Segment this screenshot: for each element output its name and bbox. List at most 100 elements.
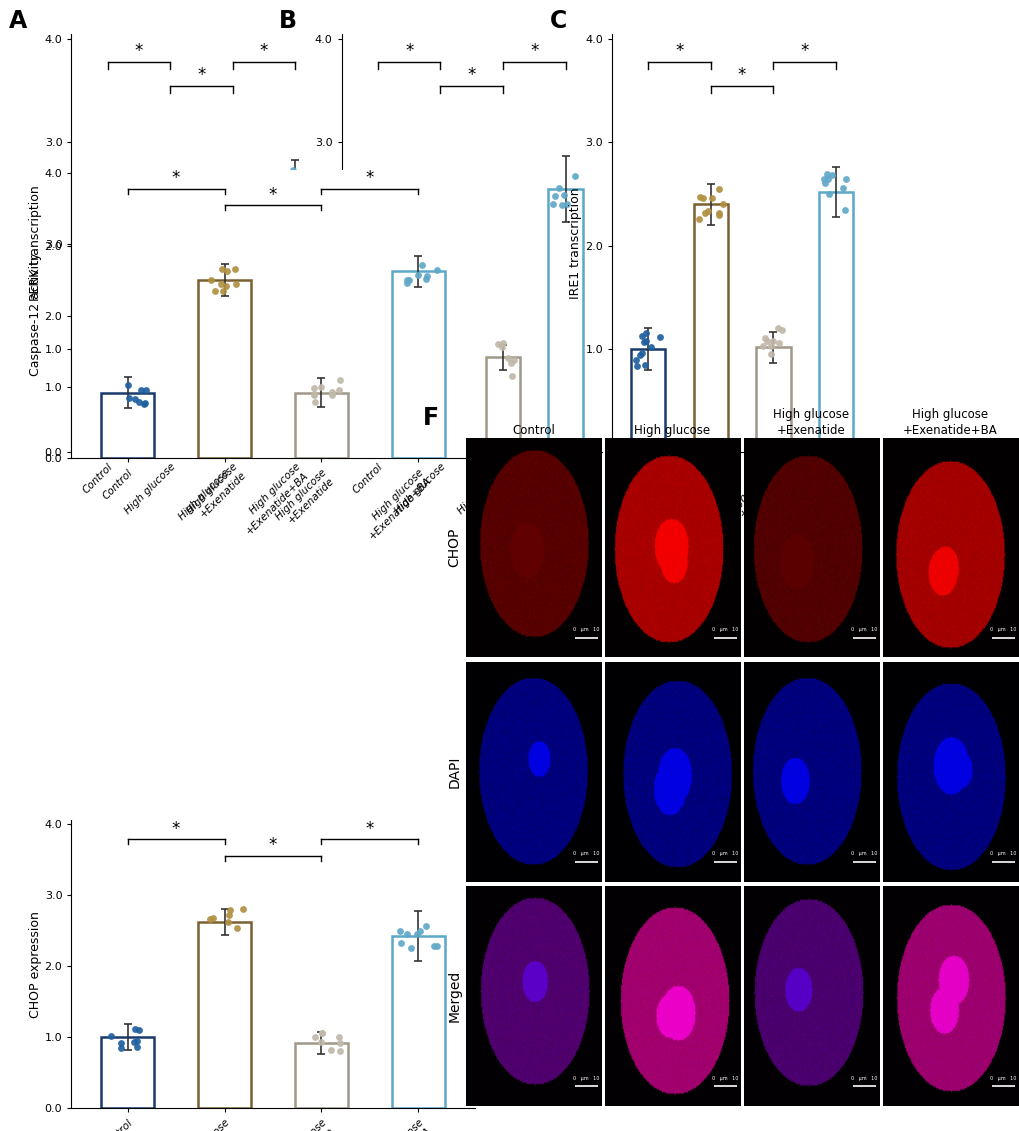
- Y-axis label: DAPI: DAPI: [447, 756, 461, 788]
- Point: [285, 170, 302, 188]
- Point: [754, 337, 770, 355]
- Text: *: *: [366, 170, 374, 188]
- Point: [202, 909, 218, 927]
- Text: *: *: [269, 185, 277, 204]
- Point: [373, 339, 389, 357]
- Text: 0   μm   10: 0 μm 10: [711, 627, 738, 632]
- Bar: [278, 189, 312, 452]
- Text: *: *: [260, 42, 268, 60]
- Point: [131, 394, 148, 412]
- Point: [172, 183, 189, 201]
- Point: [137, 395, 153, 413]
- Point: [374, 334, 390, 352]
- Point: [403, 939, 419, 957]
- Point: [499, 349, 516, 368]
- Point: [818, 165, 835, 183]
- Point: [636, 356, 652, 374]
- Point: [219, 262, 235, 280]
- Y-axis label: Merged: Merged: [447, 970, 461, 1022]
- Text: 0   μm   10: 0 μm 10: [850, 627, 876, 632]
- Y-axis label: ATF6 transcription: ATF6 transcription: [299, 187, 312, 300]
- Point: [558, 195, 575, 213]
- Point: [220, 906, 236, 924]
- Point: [101, 357, 117, 375]
- Point: [437, 200, 453, 218]
- Point: [306, 387, 322, 405]
- Point: [324, 386, 340, 404]
- Point: [107, 351, 123, 369]
- Point: [314, 1025, 330, 1043]
- Point: [110, 330, 126, 348]
- Point: [214, 363, 230, 381]
- Point: [313, 1024, 329, 1042]
- Point: [280, 183, 297, 201]
- Bar: [294, 392, 347, 458]
- Point: [331, 1042, 347, 1060]
- Point: [156, 179, 172, 197]
- Bar: [361, 349, 394, 452]
- Point: [234, 348, 251, 366]
- Title: Control: Control: [512, 423, 554, 437]
- Point: [432, 189, 448, 207]
- Point: [298, 181, 314, 199]
- Bar: [215, 357, 250, 452]
- Point: [555, 187, 572, 205]
- Point: [412, 922, 428, 940]
- Text: 0   μm   10: 0 μm 10: [573, 627, 599, 632]
- Point: [408, 925, 424, 943]
- Point: [697, 204, 713, 222]
- Point: [756, 329, 772, 347]
- Point: [113, 1039, 129, 1057]
- Point: [119, 375, 136, 394]
- Point: [432, 207, 448, 225]
- Y-axis label: Caspase-12 activity: Caspase-12 activity: [29, 252, 42, 375]
- Point: [544, 196, 560, 214]
- Point: [425, 201, 441, 219]
- Point: [493, 337, 510, 355]
- Point: [834, 179, 850, 197]
- Point: [414, 256, 430, 274]
- Point: [166, 207, 182, 225]
- Point: [330, 381, 346, 399]
- Point: [128, 1031, 145, 1050]
- Text: 0   μm   10: 0 μm 10: [989, 1076, 1015, 1081]
- Bar: [153, 199, 187, 452]
- Point: [93, 339, 109, 357]
- Point: [214, 260, 230, 278]
- Point: [370, 349, 386, 368]
- Point: [710, 206, 727, 224]
- Point: [550, 179, 567, 197]
- Point: [90, 349, 106, 368]
- Point: [418, 269, 434, 287]
- Bar: [101, 1037, 154, 1108]
- Point: [420, 200, 436, 218]
- Text: *: *: [800, 42, 808, 60]
- Point: [220, 354, 236, 372]
- Point: [398, 271, 415, 290]
- Text: *: *: [675, 42, 683, 60]
- Point: [235, 900, 252, 918]
- Point: [206, 283, 222, 301]
- Point: [358, 345, 374, 363]
- Point: [633, 327, 649, 345]
- Text: 0   μm   10: 0 μm 10: [989, 627, 1015, 632]
- Point: [632, 346, 648, 364]
- Point: [331, 1028, 347, 1046]
- Point: [229, 343, 246, 361]
- Point: [130, 1020, 147, 1038]
- Bar: [198, 280, 251, 458]
- Point: [502, 366, 519, 385]
- Bar: [423, 209, 458, 452]
- Point: [313, 378, 329, 396]
- Text: *: *: [405, 42, 413, 60]
- Text: C: C: [549, 9, 567, 33]
- Point: [103, 1027, 119, 1045]
- Point: [137, 394, 153, 412]
- Point: [553, 196, 570, 214]
- Point: [819, 170, 836, 188]
- Text: 0   μm   10: 0 μm 10: [711, 1076, 738, 1081]
- Point: [282, 188, 299, 206]
- Point: [306, 385, 322, 403]
- Point: [773, 321, 790, 339]
- Point: [289, 190, 306, 208]
